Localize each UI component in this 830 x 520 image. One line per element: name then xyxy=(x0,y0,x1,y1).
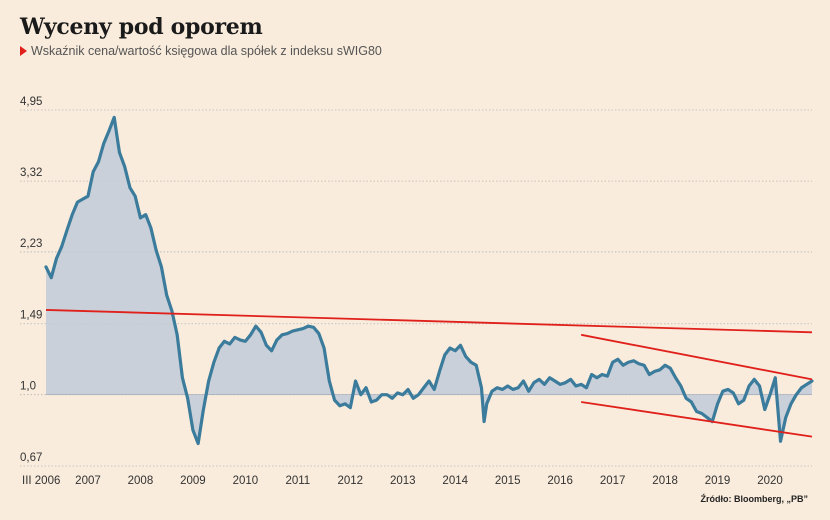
y-tick-label: 4,95 xyxy=(20,96,42,108)
chart-subtitle: Wskaźnik cena/wartość księgowa dla spółe… xyxy=(20,44,382,58)
x-tick-label: 2014 xyxy=(442,475,468,487)
x-tick-label: 2019 xyxy=(705,475,731,487)
y-tick-label: 1,49 xyxy=(20,310,42,322)
x-tick-label: 2010 xyxy=(233,475,259,487)
y-tick-label: 0,67 xyxy=(20,452,42,464)
source-note: Źródło: Bloomberg, „PB” xyxy=(700,494,809,504)
series-line xyxy=(44,115,814,446)
x-tick-label: 2020 xyxy=(757,475,783,487)
x-tick-label: 2013 xyxy=(390,475,416,487)
x-tick-label: 2018 xyxy=(652,475,678,487)
y-tick-label: 2,23 xyxy=(20,238,42,250)
red-triangle-icon xyxy=(20,46,27,56)
x-tick-label: III 2006 xyxy=(22,475,60,487)
trend-line xyxy=(580,333,813,381)
series-area xyxy=(46,117,812,444)
subtitle-text: Wskaźnik cena/wartość księgowa dla spółe… xyxy=(31,44,382,58)
x-tick-label: 2016 xyxy=(547,475,573,487)
trend-line xyxy=(45,309,813,334)
x-tick-label: 2009 xyxy=(180,475,206,487)
y-tick-label: 3,32 xyxy=(20,167,42,179)
x-tick-label: 2012 xyxy=(338,475,364,487)
y-tick-label: 1,0 xyxy=(20,381,36,393)
x-tick-label: 2008 xyxy=(128,475,154,487)
x-tick-label: 2011 xyxy=(285,475,310,487)
chart-title: Wyceny pod oporem xyxy=(20,14,263,40)
x-tick-label: 2007 xyxy=(75,475,101,487)
trend-line xyxy=(581,401,813,438)
x-tick-label: 2015 xyxy=(495,475,521,487)
x-tick-label: 2017 xyxy=(600,475,626,487)
